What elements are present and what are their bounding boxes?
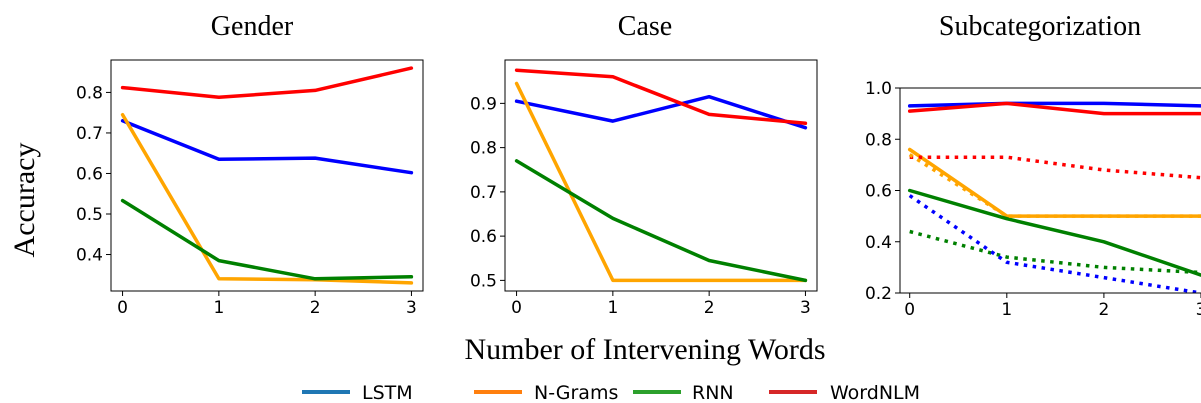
- gender-xtick-label: 3: [406, 298, 417, 318]
- panel-subcategorization: Subcategorization 0.2 0.4 0.6 0.8 1.0 0 1 2 3: [865, 11, 1201, 320]
- subcategorization-line-wordnlm: [907, 101, 1201, 116]
- case-xtick-label: 1: [607, 298, 618, 318]
- legend-item-lstm: LSTM: [302, 382, 413, 403]
- legend-label-lstm: LSTM: [362, 382, 413, 403]
- subcategorization-xtick-label: 2: [1098, 300, 1109, 320]
- case-series-group: [514, 68, 808, 283]
- case-line-wordnlm: [514, 68, 808, 126]
- gender-ytick-label: 0.4: [76, 246, 103, 266]
- subcategorization-ytick-label: 1.0: [865, 79, 892, 99]
- case-xtick-label: 2: [704, 298, 715, 318]
- gender-ytick-label: 0.5: [76, 205, 103, 225]
- subcategorization-line-wordnlm-dotted: [909, 155, 1201, 180]
- legend-label-ngrams: N-Grams: [534, 382, 618, 403]
- case-title: Case: [618, 11, 672, 42]
- case-line-lstm: [514, 94, 808, 130]
- case-ytick-label: 0.8: [470, 139, 497, 159]
- gender-line-lstm: [120, 119, 414, 175]
- subcategorization-line-n-grams-dotted: [908, 153, 1201, 218]
- y-axis-label: Accuracy: [8, 143, 41, 258]
- case-axes-frame: [504, 59, 818, 292]
- subcategorization-xtick-label: 3: [1196, 300, 1201, 320]
- gender-axes-frame: [110, 59, 424, 292]
- legend-label-rnn: RNN: [692, 382, 734, 403]
- gender-line-wordnlm: [120, 66, 414, 100]
- case-xtick-label: 0: [511, 298, 522, 318]
- gender-xtick-label: 0: [117, 298, 128, 318]
- gender-ytick-label: 0.8: [76, 83, 103, 103]
- subcategorization-line-rnn: [907, 188, 1201, 277]
- gender-line-rnn: [120, 198, 414, 281]
- subcategorization-line-rnn-dotted: [909, 229, 1201, 275]
- legend-item-rnn: RNN: [633, 382, 734, 403]
- case-ytick-label: 0.5: [470, 271, 497, 291]
- gender-line-n-grams: [120, 112, 414, 285]
- subcategorization-line-lstm: [907, 101, 1201, 108]
- case-ytick-label: 0.9: [470, 94, 497, 114]
- subcategorization-ytick-label: 0.4: [865, 233, 892, 253]
- panel-gender: Gender 0.4 0.5 0.6 0.7 0.8 0 1 2 3: [76, 11, 424, 318]
- case-xtick-label: 3: [800, 298, 811, 318]
- panel-case: Case 0.5 0.6 0.7 0.8 0.9 0 1 2 3: [470, 11, 818, 318]
- x-axis-label: Number of Intervening Words: [464, 333, 825, 366]
- gender-xtick-label: 1: [213, 298, 224, 318]
- subcategorization-line-n-grams: [907, 147, 1201, 218]
- case-line-rnn: [514, 159, 808, 283]
- gender-ytick-label: 0.7: [76, 124, 103, 144]
- legend: LSTM N-Grams RNN WordNLM: [302, 382, 920, 403]
- gender-title: Gender: [211, 11, 294, 42]
- subcategorization-ytick-label: 0.8: [865, 130, 892, 150]
- case-ytick-label: 0.7: [470, 183, 497, 203]
- gender-ytick-label: 0.6: [76, 164, 103, 184]
- case-ytick-label: 0.6: [470, 227, 497, 247]
- subcategorization-title: Subcategorization: [939, 11, 1141, 42]
- subcategorization-series-group: [907, 101, 1201, 293]
- subcategorization-ytick-label: 0.6: [865, 182, 892, 202]
- subcategorization-xtick-label: 0: [904, 300, 915, 320]
- legend-item-wordnlm: WordNLM: [769, 382, 920, 403]
- gender-series-group: [120, 66, 414, 285]
- legend-label-wordnlm: WordNLM: [830, 382, 920, 403]
- case-line-n-grams: [514, 81, 808, 283]
- subcategorization-ytick-label: 0.2: [865, 284, 892, 304]
- subcategorization-xtick-label: 1: [1001, 300, 1012, 320]
- gender-xtick-label: 2: [310, 298, 321, 318]
- legend-item-ngrams: N-Grams: [474, 382, 618, 403]
